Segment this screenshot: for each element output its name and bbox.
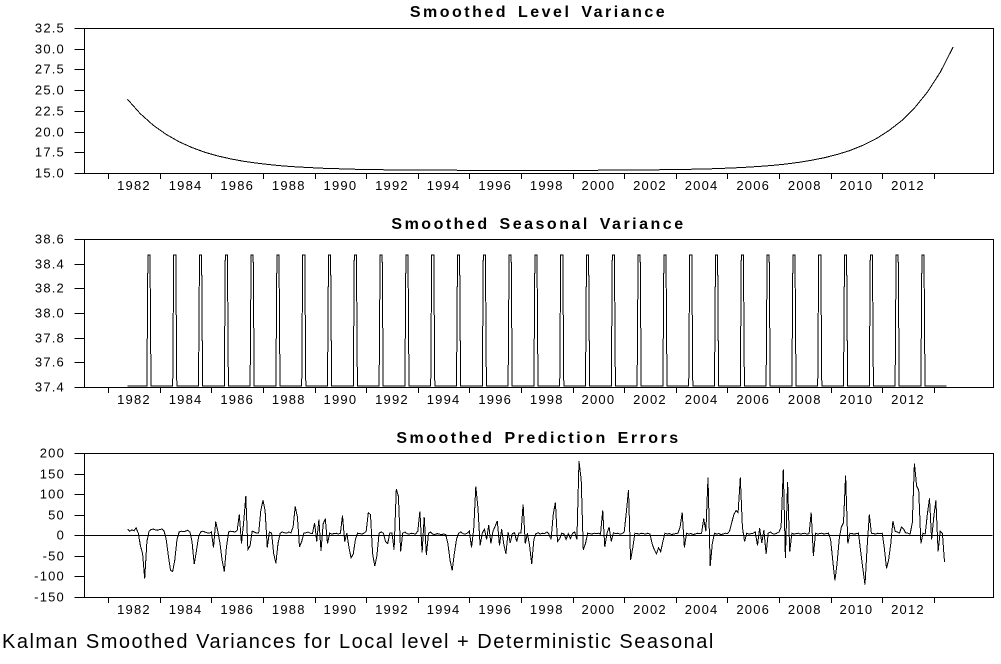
y-tick-label: 15.0 — [35, 166, 65, 181]
x-tick-label: 1988 — [272, 178, 306, 193]
chart3-plot: 200 150 100 50 0 -50 -100 -150 1982 1984 1986 1988 1… — [34, 446, 994, 617]
x-tick-label: 1988 — [272, 602, 306, 617]
x-tick-label: 2012 — [891, 392, 925, 407]
x-tick-label: 1990 — [324, 178, 358, 193]
y-tick-label: 38.6 — [35, 232, 65, 247]
figure-caption: Kalman Smoothed Variances for Local leve… — [2, 631, 715, 653]
x-tick-label: 2012 — [891, 602, 925, 617]
x-tick-label: 2010 — [840, 602, 874, 617]
x-tick-label: 1996 — [478, 392, 512, 407]
x-tick-label: 1994 — [427, 392, 461, 407]
x-tick-label: 1986 — [220, 178, 254, 193]
x-tick-label: 2002 — [633, 392, 667, 407]
x-tick-label: 2004 — [685, 392, 719, 407]
y-tick-label: -100 — [34, 569, 65, 584]
y-tick-label: 200 — [40, 446, 65, 461]
chart3-title: Smoothed Prediction Errors — [396, 430, 681, 447]
series-line — [127, 461, 945, 585]
x-tick-label: 2004 — [685, 602, 719, 617]
y-tick-label: 25.0 — [35, 83, 65, 98]
x-tick-label: 2008 — [788, 602, 822, 617]
y-tick-label: 37.8 — [35, 331, 65, 346]
x-tick-label: 1994 — [427, 602, 461, 617]
x-tick-label: 1992 — [375, 602, 409, 617]
series-line — [127, 46, 954, 171]
y-tick-label: 20.0 — [35, 125, 65, 140]
y-tick-label: 50 — [48, 508, 65, 523]
x-tick-label: 1992 — [375, 392, 409, 407]
x-tick-label: 1988 — [272, 392, 306, 407]
x-tick-label: 1998 — [530, 392, 564, 407]
y-tick-label: 27.5 — [35, 62, 65, 77]
chart2-plot: 38.6 38.4 38.2 38.0 37.8 37.6 37.4 1982 1984 1986… — [35, 232, 994, 407]
x-tick-label: 2004 — [685, 178, 719, 193]
chart1-plot: 32.5 30.0 27.5 25.0 22.5 20.0 17.5 15.0 1982 1984… — [35, 21, 994, 193]
x-tick-label: 2010 — [840, 178, 874, 193]
plot-frame — [84, 28, 994, 174]
x-tick-label: 1998 — [530, 602, 564, 617]
x-tick-label: 2000 — [582, 178, 616, 193]
y-tick-label: 38.4 — [35, 257, 65, 272]
chart2-title: Smoothed Seasonal Variance — [391, 216, 686, 233]
chart1-title: Smoothed Level Variance — [409, 4, 668, 21]
x-tick-label: 2010 — [840, 392, 874, 407]
x-tick-label: 1998 — [530, 178, 564, 193]
series-line — [127, 254, 947, 387]
plot-frame — [84, 239, 994, 388]
y-tick-label: 0 — [57, 528, 65, 543]
x-tick-label: 2000 — [582, 392, 616, 407]
y-tick-label: 37.6 — [35, 355, 65, 370]
x-tick-label: 1990 — [324, 602, 358, 617]
x-tick-label: 2006 — [736, 602, 770, 617]
y-tick-label: 17.5 — [35, 145, 65, 160]
x-tick-label: 2000 — [582, 602, 616, 617]
x-tick-label: 1984 — [169, 392, 203, 407]
x-tick-label: 1982 — [117, 392, 151, 407]
x-tick-label: 2002 — [633, 602, 667, 617]
x-tick-label: 2008 — [788, 392, 822, 407]
x-tick-label: 1986 — [220, 392, 254, 407]
x-tick-label: 1996 — [478, 602, 512, 617]
y-tick-label: 150 — [40, 467, 65, 482]
x-tick-label: 2012 — [891, 178, 925, 193]
y-tick-label: 30.0 — [35, 42, 65, 57]
x-tick-label: 2006 — [736, 392, 770, 407]
x-tick-label: 1984 — [169, 602, 203, 617]
y-tick-label: 100 — [40, 487, 65, 502]
x-tick-label: 2008 — [788, 178, 822, 193]
y-tick-label: 22.5 — [35, 104, 65, 119]
x-tick-label: 1990 — [324, 392, 358, 407]
y-tick-label: 38.0 — [35, 306, 65, 321]
x-tick-label: 2006 — [736, 178, 770, 193]
y-tick-label: -50 — [43, 549, 65, 564]
x-tick-label: 1984 — [169, 178, 203, 193]
y-tick-label: 37.4 — [35, 380, 65, 395]
x-tick-label: 2002 — [633, 178, 667, 193]
y-tick-label: -150 — [34, 590, 65, 605]
x-tick-label: 1996 — [478, 178, 512, 193]
y-tick-label: 38.2 — [35, 281, 65, 296]
x-tick-label: 1994 — [427, 178, 461, 193]
y-tick-label: 32.5 — [35, 21, 65, 36]
x-tick-label: 1992 — [375, 178, 409, 193]
x-tick-label: 1982 — [117, 602, 151, 617]
plot-frame — [84, 453, 994, 598]
x-tick-label: 1986 — [220, 602, 254, 617]
x-tick-label: 1982 — [117, 178, 151, 193]
